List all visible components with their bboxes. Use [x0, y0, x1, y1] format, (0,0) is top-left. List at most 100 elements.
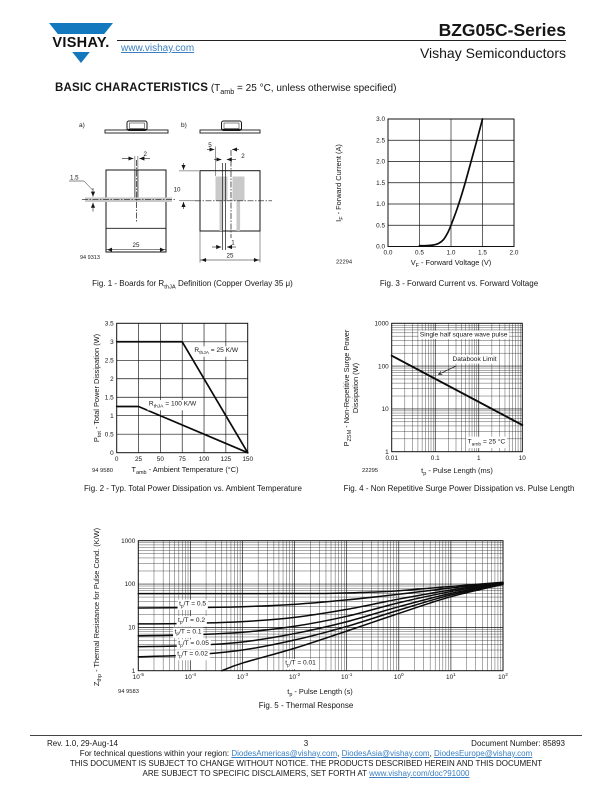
svg-text:2.5: 2.5: [105, 357, 114, 364]
section-heading-condition: (Tamb = 25 °C, unless otherwise specifie…: [208, 83, 397, 96]
footer-page-number: 3: [303, 739, 309, 748]
svg-text:PZSM - Non-Repetitive Surge Po: PZSM - Non-Repetitive Surge Power: [342, 329, 353, 446]
svg-text:10-4: 10-4: [185, 672, 197, 681]
svg-text:tp/T = 0.2: tp/T = 0.2: [178, 617, 205, 626]
website-link[interactable]: www.vishay.com: [121, 43, 195, 54]
svg-text:1.5: 1.5: [376, 180, 385, 187]
svg-text:1.5: 1.5: [478, 250, 487, 257]
svg-text:0.1: 0.1: [431, 455, 440, 462]
svg-text:102: 102: [498, 672, 508, 681]
svg-text:Databook Limit: Databook Limit: [453, 356, 497, 363]
svg-text:tp/T = 0.1: tp/T = 0.1: [175, 628, 202, 637]
svg-text:Dissipation (W): Dissipation (W): [351, 363, 360, 413]
svg-text:2.0: 2.0: [510, 250, 519, 257]
svg-text:2: 2: [110, 376, 114, 383]
separator: ,: [337, 749, 342, 758]
section-heading: BASIC CHARACTERISTICS (Tamb = 25 °C, unl…: [55, 82, 396, 96]
svg-text:10-2: 10-2: [289, 672, 301, 681]
fig3-caption: Fig. 3 - Forward Current vs. Forward Vol…: [379, 279, 539, 288]
series-title: BZG05C-Series: [438, 20, 566, 40]
svg-text:0.5: 0.5: [376, 222, 385, 229]
svg-text:10: 10: [382, 406, 390, 413]
fig1-dim-1-5: 1.5: [70, 175, 79, 182]
svg-text:Single half square wave pulse: Single half square wave pulse: [420, 331, 508, 338]
svg-text:2.5: 2.5: [376, 137, 385, 144]
svg-text:25: 25: [135, 456, 143, 463]
svg-text:0.01: 0.01: [385, 455, 398, 462]
email-europe-link[interactable]: DiodesEurope@vishay.com: [434, 749, 533, 758]
fig1-caption: Fig. 1 - Boards for RthJA Definition (Co…: [92, 279, 293, 291]
svg-text:1000: 1000: [121, 538, 136, 545]
fig4-caption: Fig. 4 - Non Repetitive Surge Power Diss…: [343, 484, 575, 493]
svg-text:2.0: 2.0: [376, 159, 385, 166]
svg-text:tp/T = 0.05: tp/T = 0.05: [178, 640, 209, 649]
svg-text:0.5: 0.5: [105, 431, 114, 438]
email-asia-link[interactable]: DiodesAsia@vishay.com: [341, 749, 430, 758]
fig1-dim-2a: 2: [144, 151, 148, 158]
fig2-caption: Fig. 2 - Typ. Total Power Dissipation vs…: [84, 484, 302, 493]
svg-text:50: 50: [157, 456, 165, 463]
svg-text:101: 101: [446, 672, 456, 681]
svg-text:1: 1: [110, 413, 114, 420]
fig5-thermal-response-chart: 10-5 10-4 10-3 10-2 10-1 100 101 102 1 10 100 1000 t…: [92, 528, 508, 698]
svg-text:VF - Forward Voltage (V): VF - Forward Voltage (V): [411, 258, 492, 269]
svg-text:100: 100: [125, 581, 136, 588]
svg-text:0.0: 0.0: [376, 244, 385, 251]
footer-document-number: Document Number: 85893: [471, 739, 565, 748]
svg-text:75: 75: [179, 456, 187, 463]
svg-text:150: 150: [242, 456, 253, 463]
fig5-caption: Fig. 5 - Thermal Response: [258, 701, 354, 710]
svg-text:100: 100: [394, 672, 404, 681]
svg-text:0: 0: [115, 456, 119, 463]
svg-text:10: 10: [519, 455, 527, 462]
svg-text:1000: 1000: [374, 321, 389, 328]
fig1-dim-25a: 25: [133, 242, 140, 249]
svg-text:Ptot - Total Power Dissipation: Ptot - Total Power Dissipation (W): [92, 334, 103, 442]
svg-text:1.0: 1.0: [376, 201, 385, 208]
svg-text:RthJA = 100 K/W: RthJA = 100 K/W: [149, 401, 197, 410]
svg-text:IF - Forward Current (A): IF - Forward Current (A): [334, 144, 345, 222]
fig1-dim-10: 10: [174, 187, 181, 194]
svg-text:22295: 22295: [362, 468, 378, 474]
svg-text:3.5: 3.5: [105, 321, 114, 328]
fig1-dim-2b: 2: [241, 153, 245, 160]
fig1-code: 94 9313: [80, 255, 100, 261]
footer-contact-line: For technical questions within your regi…: [0, 749, 612, 758]
svg-text:Tamb - Ambient Temperature (°C: Tamb - Ambient Temperature (°C): [131, 465, 238, 476]
svg-text:10-1: 10-1: [341, 672, 353, 681]
svg-text:94 9583: 94 9583: [118, 689, 139, 695]
svg-text:tp/T = 0.5: tp/T = 0.5: [179, 600, 206, 609]
fig1-label-b: b): [181, 122, 187, 129]
vishay-logo: VISHAY.: [46, 23, 116, 65]
svg-text:0: 0: [110, 450, 114, 457]
svg-text:0.5: 0.5: [415, 250, 424, 257]
svg-text:94 9580: 94 9580: [92, 468, 113, 474]
svg-text:22294: 22294: [336, 260, 353, 266]
section-heading-bold: BASIC CHARACTERISTICS: [55, 82, 209, 94]
footer-legal-prefix: ARE SUBJECT TO SPECIFIC DISCLAIMERS, SET…: [142, 768, 370, 778]
svg-text:100: 100: [378, 363, 389, 370]
email-americas-link[interactable]: DiodesAmericas@vishay.com: [231, 749, 338, 758]
svg-text:0.0: 0.0: [384, 250, 393, 257]
fig1-dim-1: 1: [231, 240, 235, 247]
fig1-label-a: a): [79, 122, 85, 129]
svg-text:Zthp - Thermal Resistance for: Zthp - Thermal Resistance for Pulse Cond…: [92, 528, 103, 686]
fig1-dim-25b: 25: [227, 253, 234, 260]
svg-text:10: 10: [128, 625, 136, 632]
footer-legal-line-2: ARE SUBJECT TO SPECIFIC DISCLAIMERS, SET…: [0, 769, 612, 778]
svg-text:100: 100: [199, 456, 210, 463]
svg-text:1.5: 1.5: [105, 394, 114, 401]
svg-text:tp - Pulse Length (s): tp - Pulse Length (s): [287, 687, 353, 698]
fig1-dim-5: 5: [208, 142, 212, 149]
fig4-surge-power-chart: 0.01 0.1 1 10 1 10 100 1000 Single half square w…: [342, 321, 527, 477]
separator: ,: [429, 749, 435, 758]
svg-text:tp/T = 0.01: tp/T = 0.01: [285, 660, 316, 669]
svg-text:1: 1: [477, 455, 481, 462]
header-rule: [117, 40, 566, 41]
svg-text:tp - Pulse Length (ms): tp - Pulse Length (ms): [421, 466, 493, 477]
svg-text:tp/T = 0.02: tp/T = 0.02: [177, 651, 208, 660]
footer-contact-prefix: For technical questions within your regi…: [79, 749, 232, 758]
svg-text:1: 1: [385, 449, 389, 456]
disclaimer-link[interactable]: www.vishay.com/doc?91000: [369, 768, 470, 778]
